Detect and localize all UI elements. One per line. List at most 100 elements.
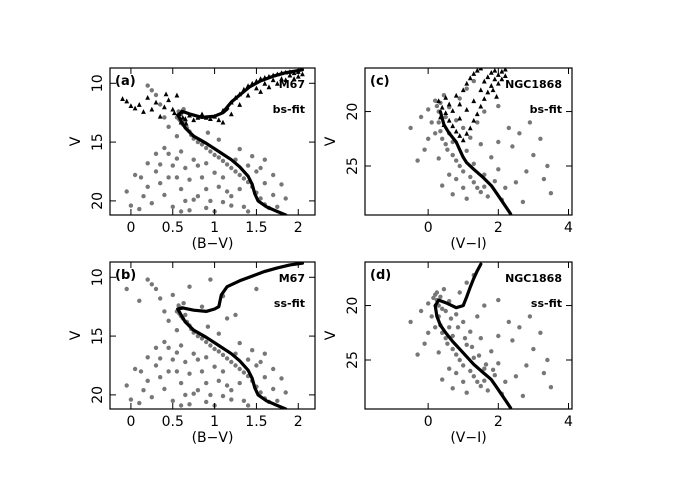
binary-marker: [300, 71, 305, 77]
x-tick-label: 2: [494, 220, 503, 236]
scatter-point: [283, 196, 288, 201]
scatter-point: [258, 165, 263, 171]
panel-tag: (b): [115, 268, 136, 283]
scatter-point: [224, 162, 230, 167]
panel-b: 0 0.5 1 1.5 2 10 15 20 (B−V) V (b) M67 ss-fit: [68, 261, 316, 446]
scatter-point: [464, 390, 469, 395]
scatter-point: [475, 379, 480, 384]
scatter-point: [170, 204, 175, 209]
scatter-point: [187, 371, 192, 376]
scatter-point: [162, 192, 167, 198]
y-tick-label: 20: [345, 297, 361, 315]
x-tick-label: 1.5: [245, 220, 267, 236]
scatter-point: [461, 185, 466, 190]
scatter-point: [426, 301, 431, 306]
y-tick-label: 15: [90, 327, 106, 345]
scatter-point: [153, 363, 159, 368]
scatter-point: [443, 308, 448, 314]
scatter-point: [455, 325, 461, 330]
scatter-point: [475, 314, 480, 319]
scatter-point: [166, 151, 171, 156]
scatter-point: [524, 363, 529, 368]
scatter-point: [204, 186, 209, 192]
scatter-point: [548, 191, 554, 196]
scatter-point: [137, 400, 142, 406]
binary-marker: [471, 98, 477, 104]
scatter-point: [271, 192, 276, 198]
scatter-point: [441, 287, 447, 292]
scatter-point: [158, 375, 163, 380]
scatter-point: [471, 374, 476, 379]
scatter-point: [490, 367, 496, 372]
y-axis-label: V: [323, 330, 339, 340]
binary-marker: [488, 69, 494, 75]
scatter-point: [429, 314, 434, 319]
scatter-point: [415, 158, 420, 163]
scatter-point: [517, 325, 522, 330]
binary-marker: [457, 133, 463, 138]
binary-marker: [467, 125, 473, 131]
scatter-point: [145, 355, 150, 360]
scatter-point: [482, 109, 487, 114]
binary-marker: [495, 80, 501, 86]
scatter-point: [220, 199, 226, 205]
scatter-point: [195, 163, 201, 168]
scatter-point: [440, 377, 445, 382]
scatter-point: [124, 383, 129, 388]
scatter-point: [187, 208, 192, 213]
binary-marker: [120, 96, 125, 101]
cluster-label: NGC1868: [505, 78, 562, 91]
plot-area: [408, 262, 554, 409]
x-tick-label: 2: [294, 414, 303, 430]
x-axis-label: (B−V): [192, 236, 234, 252]
scatter-point: [483, 362, 489, 367]
scatter-point: [220, 352, 226, 358]
binary-marker: [436, 98, 442, 104]
scatter-point: [445, 341, 450, 346]
binary-marker: [485, 74, 491, 80]
scatter-point: [254, 363, 259, 368]
x-axis-label: (V−I): [450, 236, 486, 252]
scatter-point: [237, 340, 242, 346]
scatter-point: [216, 184, 221, 189]
scatter-point: [271, 172, 276, 178]
scatter-point: [216, 137, 221, 142]
scatter-point: [216, 378, 221, 383]
scatter-point: [454, 158, 459, 163]
scatter-point: [464, 342, 469, 347]
scatter-point: [191, 391, 196, 396]
scatter-point: [461, 363, 466, 368]
binary-marker: [161, 104, 167, 110]
scatter-point: [149, 282, 154, 287]
scatter-point: [166, 369, 171, 374]
scatter-point: [279, 182, 284, 187]
scatter-point: [162, 339, 167, 345]
y-tick-label: 20: [90, 192, 106, 210]
scatter-point: [541, 370, 547, 376]
scatter-point: [208, 198, 213, 204]
binary-marker: [492, 76, 498, 82]
scatter-point: [183, 198, 188, 204]
scatter-point: [426, 330, 431, 335]
y-axis-label: V: [68, 136, 84, 146]
binary-marker: [464, 106, 470, 112]
scatter-point: [212, 152, 217, 158]
scatter-point: [541, 176, 547, 182]
scatter-point: [469, 344, 475, 350]
binary-marker: [457, 101, 463, 107]
scatter-point: [174, 328, 180, 333]
scatter-point: [187, 177, 192, 182]
scatter-point: [454, 176, 459, 182]
plot-area: [408, 68, 554, 215]
scatter-point: [436, 156, 441, 161]
binary-marker: [464, 130, 470, 136]
scatter-point: [545, 163, 550, 169]
scatter-point: [462, 336, 468, 341]
scatter-point: [137, 206, 142, 212]
scatter-point: [254, 286, 259, 292]
scatter-point: [450, 333, 455, 339]
scatter-point: [241, 370, 247, 375]
binary-marker: [172, 110, 177, 116]
binary-marker: [502, 68, 508, 72]
binary-marker: [136, 102, 142, 107]
